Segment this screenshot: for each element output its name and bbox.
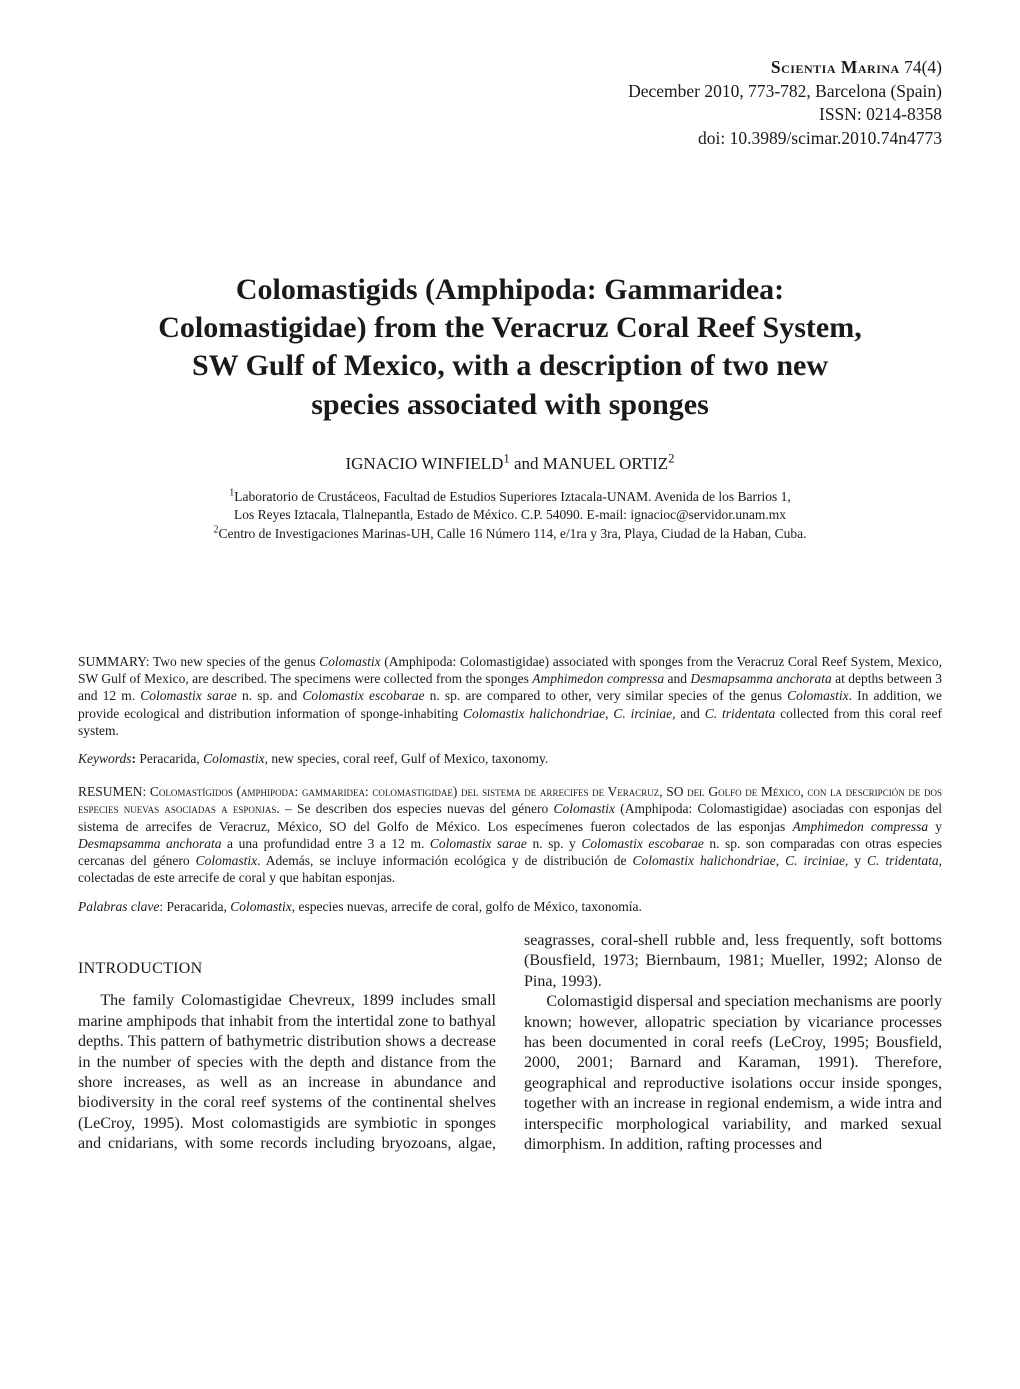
resumen-label: RESUMEN:: [78, 784, 150, 799]
title-line-3: SW Gulf of Mexico, with a description of…: [192, 349, 828, 382]
author-1-name: IGNACIO WINFIELD: [345, 454, 503, 473]
aff-1-line-1: Laboratorio de Crustáceos, Facultad de E…: [234, 489, 790, 504]
resumen-t1: Se describen dos especies nuevas del gén…: [297, 801, 553, 816]
resumen-c1: ,: [776, 853, 785, 868]
resumen-t4: a una profundidad entre 3 a 12 m.: [222, 836, 430, 851]
authors-join: and: [510, 454, 543, 473]
keywords-en-label: Keywords: [78, 751, 132, 766]
resumen-c2: y: [848, 853, 867, 868]
article-title: Colomastigids (Amphipoda: Gammaridea: Co…: [88, 271, 932, 425]
date-pages-city: December 2010, 773-782, Barcelona (Spain…: [628, 81, 942, 101]
keywords-es-pre: Peracarida,: [167, 899, 231, 914]
keywords-en-i1: Colomastix: [203, 751, 265, 766]
summary-t5: n. sp. and: [237, 688, 303, 703]
aff-1-line-2: Los Reyes Iztacala, Tlalnepantla, Estado…: [234, 507, 786, 522]
title-line-2: Colomastigidae) from the Veracruz Coral …: [158, 311, 861, 344]
summary-i3: Desmapsamma anchorata: [690, 671, 831, 686]
resumen-i3: Desmapsamma anchorata: [78, 836, 222, 851]
publication-metadata: Scientia Marina 74(4) December 2010, 773…: [78, 56, 942, 151]
affiliations-block: 1Laboratorio de Crustáceos, Facultad de …: [120, 488, 900, 543]
author-2-name: MANUEL ORTIZ: [543, 454, 668, 473]
summary-t6: n. sp. are compared to other, very simil…: [425, 688, 788, 703]
summary-t3: and: [664, 671, 690, 686]
doi: doi: 10.3989/scimar.2010.74n4773: [698, 128, 942, 148]
aff-2: Centro de Investigaciones Marinas-UH, Ca…: [218, 526, 806, 541]
keywords-es: Palabras clave: Peracarida, Colomastix, …: [78, 899, 942, 915]
keywords-es-i1: Colomastix: [230, 899, 292, 914]
journal-name-text: Scientia Marina: [771, 57, 900, 77]
resumen-t7: . Además, se incluye información ecológi…: [257, 853, 632, 868]
summary-i4: Colomastix sarae: [140, 688, 237, 703]
keywords-en-post: , new species, coral reef, Gulf of Mexic…: [265, 751, 549, 766]
body-paragraph-2: Colomastigid dispersal and speciation me…: [524, 992, 942, 1156]
resumen-i6: Colomastix: [196, 853, 258, 868]
summary-i7: Colomastix halichondriae: [463, 706, 605, 721]
title-line-4: species associated with sponges: [311, 388, 709, 421]
resumen-i7: Colomastix halichondriae: [633, 853, 776, 868]
resumen-i4: Colomastix sarae: [430, 836, 527, 851]
summary-i2: Amphimedon compressa: [532, 671, 664, 686]
keywords-en-pre: Peracarida,: [139, 751, 203, 766]
resumen-block: RESUMEN: Colomastígidos (amphipoda: gamm…: [78, 783, 942, 887]
resumen-i2: Amphimedon compressa: [792, 819, 928, 834]
keywords-en: Keywords: Peracarida, Colomastix, new sp…: [78, 751, 942, 767]
volume-issue: 74(4): [904, 57, 942, 77]
issn: ISSN: 0214-8358: [819, 104, 942, 124]
resumen-t5: n. sp. y: [527, 836, 581, 851]
summary-i8: C. irciniae,: [613, 706, 675, 721]
summary-block: SUMMARY: Two new species of the genus Co…: [78, 653, 942, 739]
resumen-t3: y: [928, 819, 942, 834]
summary-c2: and: [675, 706, 704, 721]
summary-i5: Colomastix escobarae: [302, 688, 424, 703]
summary-i6: Colomastix: [787, 688, 849, 703]
authors-line: IGNACIO WINFIELD1 and MANUEL ORTIZ2: [78, 454, 942, 474]
summary-t1: Two new species of the genus: [153, 654, 319, 669]
section-heading-introduction: INTRODUCTION: [78, 959, 496, 979]
summary-i1: Colomastix: [319, 654, 381, 669]
resumen-i8: C. irciniae,: [785, 853, 848, 868]
keywords-es-label: Palabras clave: [78, 899, 159, 914]
keywords-es-post: , especies nuevas, arrecife de coral, go…: [292, 899, 642, 914]
resumen-i1: Colomastix: [554, 801, 616, 816]
page: Scientia Marina 74(4) December 2010, 773…: [0, 0, 1020, 1389]
summary-i9: C. tridentata: [705, 706, 776, 721]
author-2-aff-mark: 2: [668, 451, 674, 465]
title-line-1: Colomastigids (Amphipoda: Gammaridea:: [236, 273, 784, 306]
resumen-dash: –: [280, 801, 297, 816]
resumen-i5: Colomastix escobarae: [581, 836, 704, 851]
keywords-es-colon: :: [159, 899, 166, 914]
journal-name: Scientia Marina: [771, 57, 900, 77]
summary-label: SUMMARY:: [78, 654, 153, 669]
body-two-column: INTRODUCTION The family Colomastigidae C…: [78, 931, 942, 1156]
resumen-i9: C. tridentata: [867, 853, 939, 868]
